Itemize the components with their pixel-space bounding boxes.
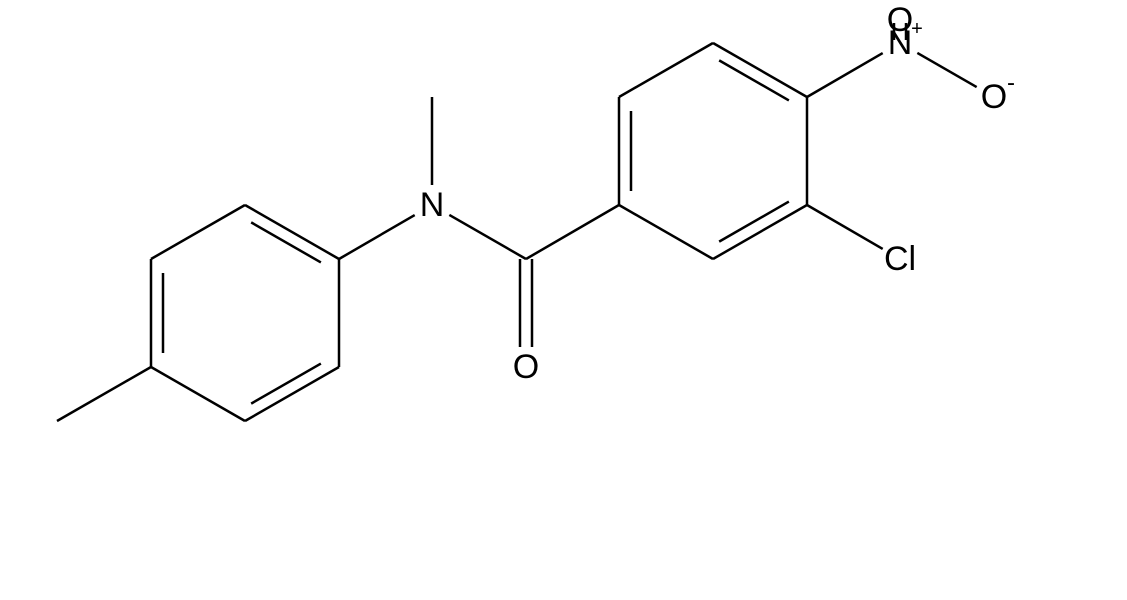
atom-label: + <box>911 18 923 40</box>
bond-line <box>713 43 807 97</box>
atom-label: N <box>420 186 445 224</box>
bond-line <box>449 215 526 259</box>
molecule-diagram: NOClNOO+- <box>0 0 1127 600</box>
bond-line <box>245 367 339 421</box>
bond-line <box>807 53 883 97</box>
bond-line <box>151 205 245 259</box>
bond-line <box>57 367 151 421</box>
bond-line <box>807 205 883 249</box>
bond-line <box>339 215 415 259</box>
bond-line <box>245 205 339 259</box>
atom-label: O <box>981 78 1007 116</box>
bond-line <box>917 53 976 87</box>
atom-label: O <box>513 348 539 386</box>
bond-line <box>151 367 245 421</box>
bond-line <box>526 205 619 259</box>
bond-line <box>713 205 807 259</box>
bond-line <box>619 43 713 97</box>
atom-label: Cl <box>884 240 916 278</box>
atom-label: - <box>1007 70 1015 97</box>
bond-line <box>619 205 713 259</box>
atom-label: O <box>887 1 913 39</box>
